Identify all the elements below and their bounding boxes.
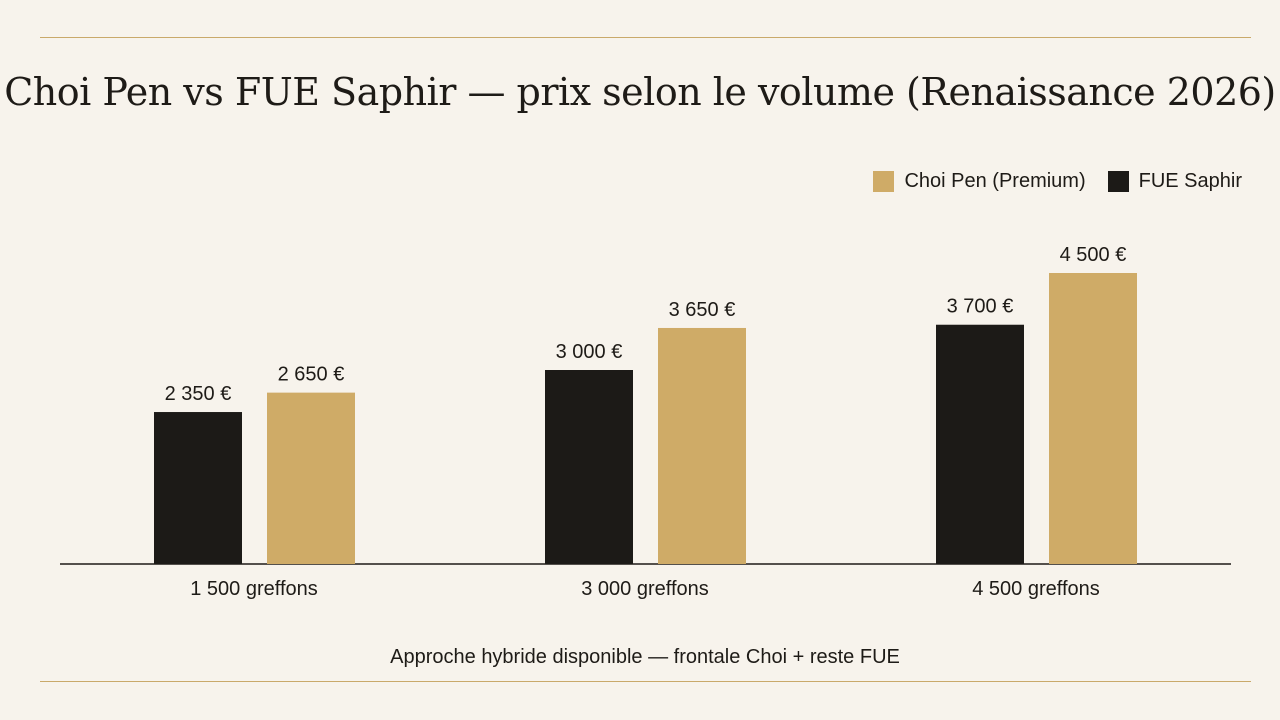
bar-choi-0 <box>267 392 355 564</box>
bar-fue-1 <box>545 370 633 564</box>
category-label-2: 4 500 greffons <box>972 578 1100 600</box>
legend-label-choi: Choi Pen (Premium) <box>904 170 1086 192</box>
bar-value-label-choi-0: 2 650 € <box>278 364 345 386</box>
legend-item-fue: FUE Saphir <box>1107 170 1242 193</box>
bar-choi-2 <box>1049 273 1137 564</box>
legend-label-fue: FUE Saphir <box>1138 170 1242 192</box>
legend-item-choi: Choi Pen (Premium) <box>873 170 1086 193</box>
bar-value-label-fue-0: 2 350 € <box>165 383 232 405</box>
bar-value-label-fue-1: 3 000 € <box>556 341 623 363</box>
legend-swatch-fue <box>1107 171 1129 192</box>
category-label-0: 1 500 greffons <box>190 578 318 600</box>
bottom-rule <box>40 681 1251 682</box>
chart-title: Choi Pen vs FUE Saphir — prix selon le v… <box>4 70 1276 114</box>
bar-fue-2 <box>936 324 1024 564</box>
bar-choi-1 <box>658 327 746 564</box>
legend-swatch-choi <box>873 171 895 192</box>
bar-value-label-choi-1: 3 650 € <box>669 299 736 321</box>
bar-fue-0 <box>154 412 242 564</box>
category-label-1: 3 000 greffons <box>581 578 709 600</box>
bar-value-label-choi-2: 4 500 € <box>1060 244 1127 266</box>
legend: Choi Pen (Premium) FUE Saphir <box>873 170 1242 193</box>
top-rule <box>40 37 1251 38</box>
footnote: Approche hybride disponible — frontale C… <box>390 646 900 668</box>
bar-value-label-fue-2: 3 700 € <box>947 296 1014 318</box>
